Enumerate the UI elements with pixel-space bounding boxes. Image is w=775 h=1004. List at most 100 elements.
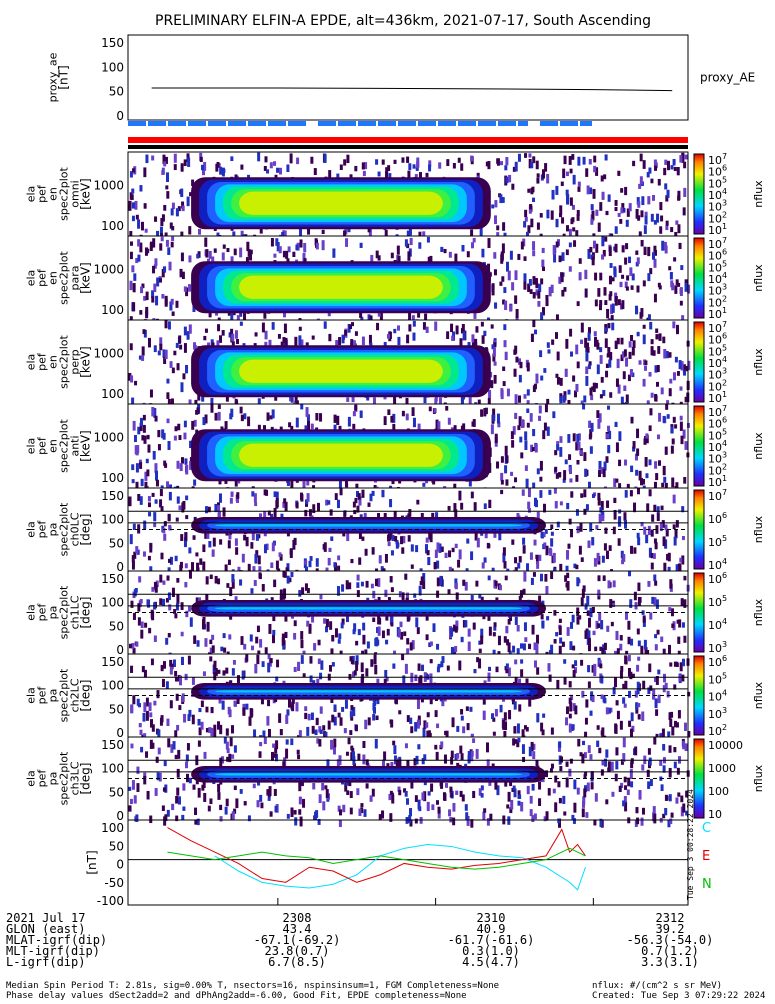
- panel-9-legend-0: C: [702, 821, 711, 836]
- blue-bar-segment: [540, 121, 558, 126]
- panel-7-ytick-0: 150: [101, 655, 124, 669]
- panel-1-cbtick-6: 101: [708, 222, 727, 237]
- panel-8-cbtick-0: 10000: [708, 739, 743, 752]
- panel-3-ylabel-4: perp: [69, 349, 82, 374]
- panel-2-cblabel: nflux: [752, 264, 765, 292]
- panel-5-cblabel: nflux: [752, 515, 765, 543]
- panel-5-ytick-1: 100: [101, 513, 124, 527]
- panel-4-cblabel: nflux: [752, 432, 765, 460]
- blue-bar-segment: [458, 121, 476, 126]
- panel-7-colorbar: 106 105 104 103 102 nflux: [693, 654, 765, 738]
- blue-bar-segment: [148, 121, 166, 126]
- black-bar: [128, 145, 688, 149]
- panel-6-ytick-0: 150: [101, 572, 124, 586]
- panel-3-ylabel-2: en: [47, 355, 60, 369]
- panel-1-ylabel-0: ela: [25, 186, 38, 203]
- panel-4-ytick-0: 1000: [93, 431, 124, 445]
- panel-3-ylabel-5: [keV]: [79, 346, 93, 377]
- blue-bar-segment: [288, 121, 306, 126]
- panel-1-ylabel-2: en: [47, 187, 60, 201]
- side-timestamp: Tue Sep 3 00:28:22 2024: [686, 789, 695, 900]
- blue-bar-segment: [498, 121, 516, 126]
- blue-bar-segment: [208, 121, 226, 126]
- panel-9-ytick-0: 100: [101, 821, 124, 835]
- panel-7-ytick-2: 50: [109, 702, 124, 716]
- panel-5: elapefpaspec2plotch0LC[deg]1501005001071…: [25, 487, 765, 580]
- panel-6-ylabel-2: pa: [47, 606, 60, 620]
- panel-7-ylabel-3: spec2plot: [58, 668, 71, 722]
- blue-bar-segment: [518, 121, 528, 126]
- panel-8-ylabel-1: pef: [36, 769, 49, 788]
- panel-8-colorbar: 10000 1000 100 10 nflux: [693, 738, 765, 821]
- panel-3-ytick-1: 100: [101, 387, 124, 401]
- panel-1-ytick-1: 100: [101, 219, 124, 233]
- panel-0-ylabel-1: [nT]: [57, 65, 71, 89]
- panel-7-ylabel-2: pa: [47, 689, 60, 703]
- blue-bar-segment: [228, 121, 246, 126]
- panel-6-ytick-2: 50: [109, 619, 124, 633]
- panel-4-ylabel-0: ela: [25, 438, 38, 455]
- panel-4-cbtick-6: 101: [708, 474, 727, 489]
- panel-1-ylabel-3: spec2plot: [58, 167, 71, 221]
- panel-5-ylabel-5: [deg]: [79, 514, 93, 546]
- panel-7-cbtick-0: 106: [708, 654, 727, 669]
- panel-2-ylabel-5: [keV]: [79, 262, 93, 293]
- panel-6-ytick-1: 100: [101, 596, 124, 610]
- blue-bar-segment: [168, 121, 186, 126]
- panel-4-ylabel-1: pef: [36, 436, 49, 455]
- panel-9-legend-2: N: [702, 877, 712, 892]
- panel-2-ylabel-0: ela: [25, 270, 38, 287]
- panel-2-ytick-0: 1000: [93, 263, 124, 277]
- panel-8-ytick-2: 50: [109, 785, 124, 799]
- panel-3-ylabel-1: pef: [36, 352, 49, 371]
- panel-9-ytick-3: -50: [104, 876, 124, 890]
- panel-2-ylabel-1: pef: [36, 268, 49, 287]
- panel-6-ylabel-5: [deg]: [79, 597, 93, 629]
- panel-2-spectrogram: [129, 236, 691, 329]
- panel-5-colorbar: 107 106 105 104 nflux: [693, 488, 765, 572]
- blue-bar-segment: [560, 121, 578, 126]
- panel-0-ytick-1: 100: [101, 60, 124, 74]
- blue-bar-segment: [438, 121, 456, 126]
- panel-6-cbtick-2: 104: [708, 617, 727, 632]
- panel-9: [nT] 100 50 0 -50 -100 CEN: [85, 819, 712, 908]
- panel-9-ylabel-0: [nT]: [85, 850, 99, 874]
- blue-bar-segment: [318, 121, 336, 126]
- panel-8-cblabel: nflux: [752, 764, 765, 792]
- panel-6-cblabel: nflux: [752, 598, 765, 626]
- panel-9-series-2: [167, 847, 586, 870]
- panel-5-ytick-3: 0: [116, 560, 124, 574]
- panel-8-ytick-3: 0: [116, 809, 124, 823]
- panel-5-cbtick-2: 105: [708, 534, 727, 549]
- panel-7: elapefpaspec2plotch2LC[deg]1501005001061…: [25, 653, 765, 747]
- chart-title: PRELIMINARY ELFIN-A EPDE, alt=436km, 202…: [155, 13, 651, 29]
- blue-bar-segment: [478, 121, 496, 126]
- panel-7-ylabel-1: pef: [36, 686, 49, 705]
- panel-3-ytick-0: 1000: [93, 347, 124, 361]
- panel-6-ylabel-3: spec2plot: [58, 585, 71, 639]
- panel-4-ylabel-5: [keV]: [79, 430, 93, 461]
- panel-6-ylabel-1: pef: [36, 603, 49, 622]
- panel-2-ytick-1: 100: [101, 303, 124, 317]
- panel-4-ylabel-2: en: [47, 439, 60, 453]
- blue-bar-segment: [338, 121, 356, 126]
- panel-4-ylabel-4: anti: [69, 435, 82, 456]
- panel-2-cbtick-6: 101: [708, 306, 727, 321]
- panel-6-cbtick-1: 105: [708, 594, 727, 609]
- panel-2-ylabel-3: spec2plot: [58, 251, 71, 305]
- panel-7-cblabel: nflux: [752, 681, 765, 709]
- panel-5-cbtick-3: 104: [708, 557, 727, 572]
- blue-bar-segment: [188, 121, 206, 126]
- panel-1-ylabel-4: omni: [69, 180, 82, 207]
- panel-5-ylabel-2: pa: [47, 523, 60, 537]
- panel-8-ytick-1: 100: [101, 762, 124, 776]
- panel-8-cbtick-3: 10: [708, 808, 722, 821]
- panel-7-cbtick-4: 102: [708, 723, 727, 738]
- panel-7-ytick-3: 0: [116, 726, 124, 740]
- panel-6-colorbar: 106 105 104 103 nflux: [693, 571, 765, 655]
